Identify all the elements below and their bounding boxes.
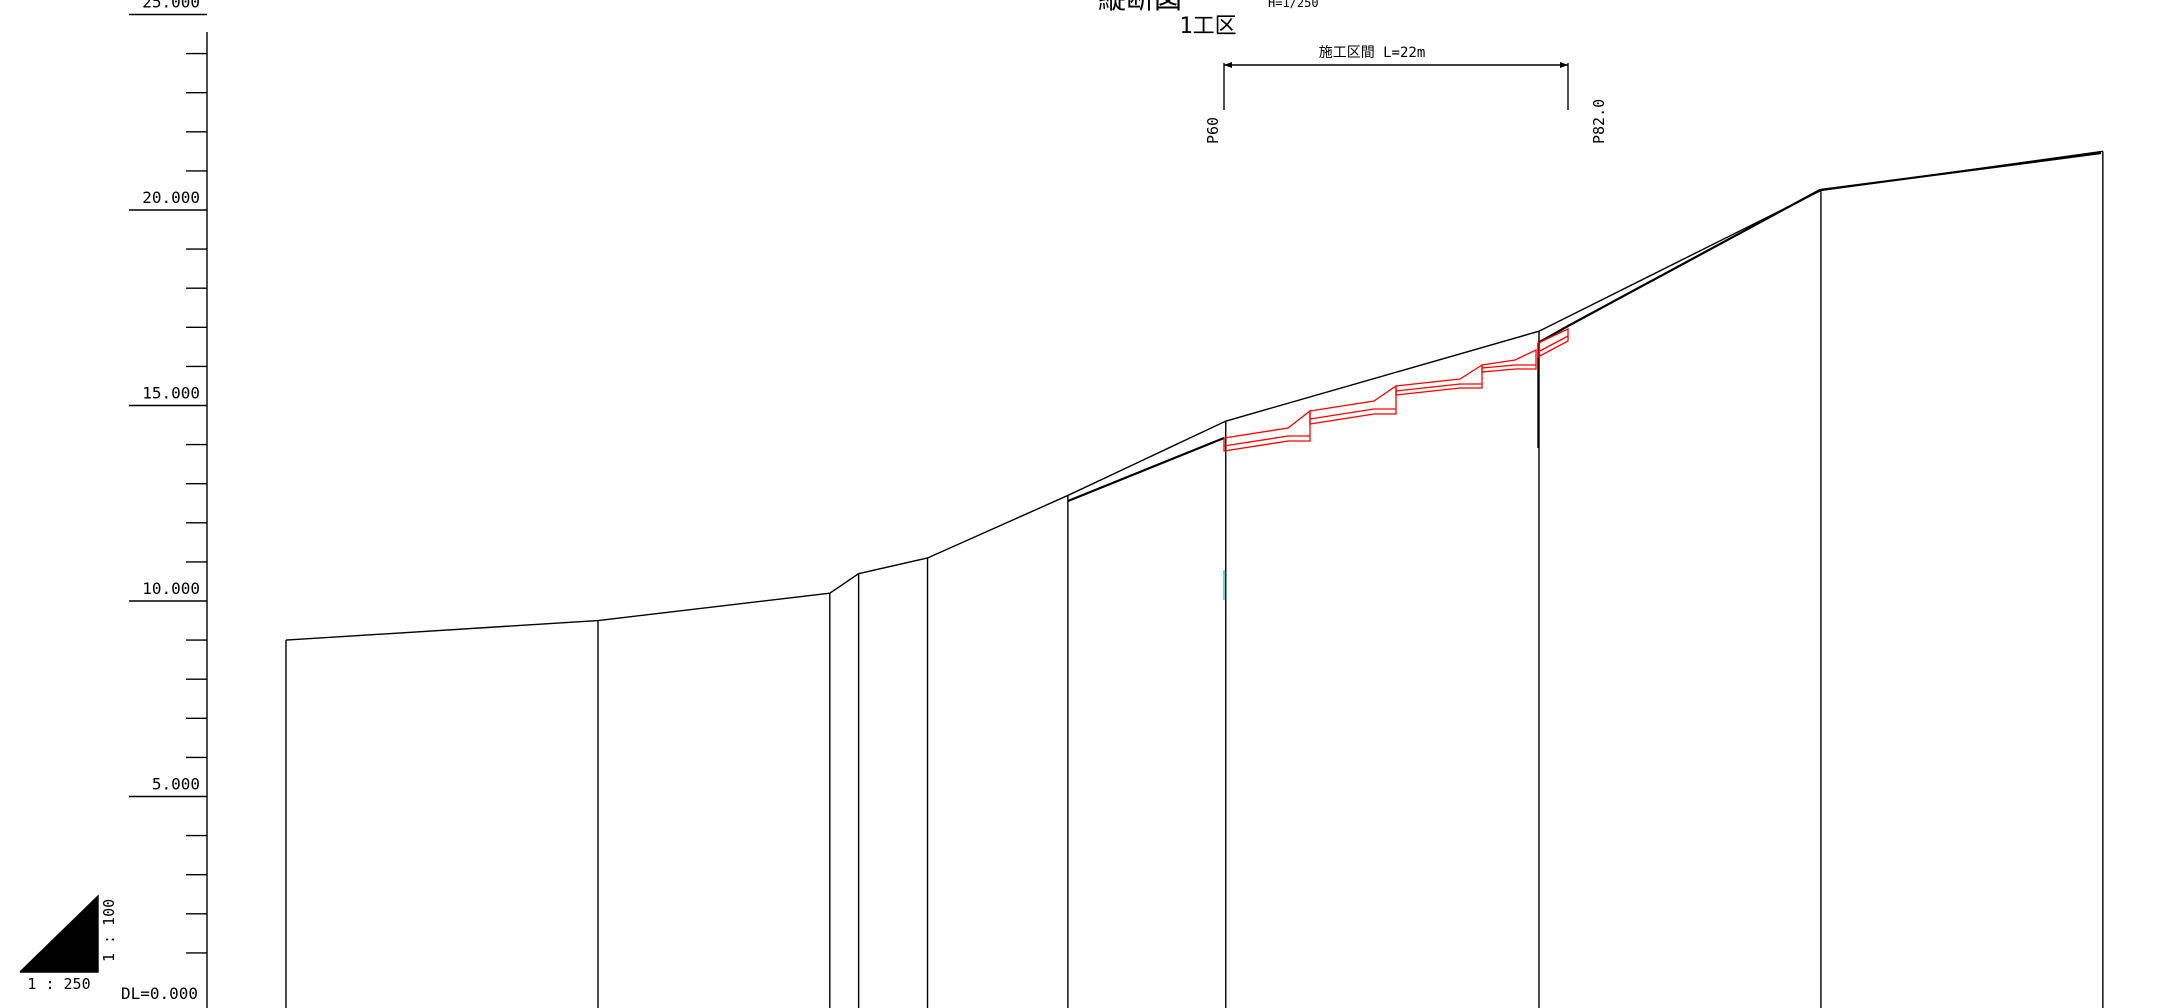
stepped-structure xyxy=(1223,327,1569,452)
ground-line xyxy=(285,150,2103,641)
axis-tick-label: 5.000 xyxy=(152,775,200,794)
slope-vertical-label: 1 : 100 xyxy=(100,899,118,962)
construction-section-label: 施工区間 L=22m xyxy=(1319,45,1426,61)
step-3-base xyxy=(1395,383,1482,392)
drawing-scale: H=1/250 xyxy=(1268,0,1319,10)
axis-tick-label: 20.000 xyxy=(142,188,200,207)
dimension-arrow-left-icon xyxy=(1224,62,1232,68)
step-1 xyxy=(1223,409,1311,452)
datum-label: DL=0.000 xyxy=(121,984,198,1003)
ground-line-emphasis-right xyxy=(1537,151,2102,344)
step-5 xyxy=(1537,327,1569,359)
axis-tick-label: 15.000 xyxy=(142,384,200,403)
step-2-base xyxy=(1309,408,1396,420)
axis-tick-label: 25.000 xyxy=(142,0,200,12)
ground-line-emphasis-left xyxy=(1067,436,1225,503)
drawing-title: 縦断図 xyxy=(1098,0,1182,15)
step-4 xyxy=(1481,348,1537,373)
axis-tick-label: 10.000 xyxy=(142,579,200,598)
step-4-base xyxy=(1481,364,1536,369)
start-station-label: P60 xyxy=(1204,117,1222,144)
step-1-base xyxy=(1223,435,1310,447)
elevation-axis: 25.000 20.000 15.000 10.000 5.000 xyxy=(129,0,208,1008)
step-5-base xyxy=(1537,335,1569,353)
construction-section-dimension: 施工区間 L=22m P60 P82.0 xyxy=(1204,45,1608,144)
end-station-label: P82.0 xyxy=(1590,99,1608,144)
slope-indicator: 1 : 250 1 : 100 xyxy=(19,894,118,993)
dimension-arrow-right-icon xyxy=(1560,62,1568,68)
ground-profile xyxy=(285,150,2104,1008)
slope-horizontal-label: 1 : 250 xyxy=(27,975,90,993)
section-label: 1工区 xyxy=(1179,14,1236,39)
step-3 xyxy=(1395,363,1483,396)
step-2 xyxy=(1309,384,1397,425)
